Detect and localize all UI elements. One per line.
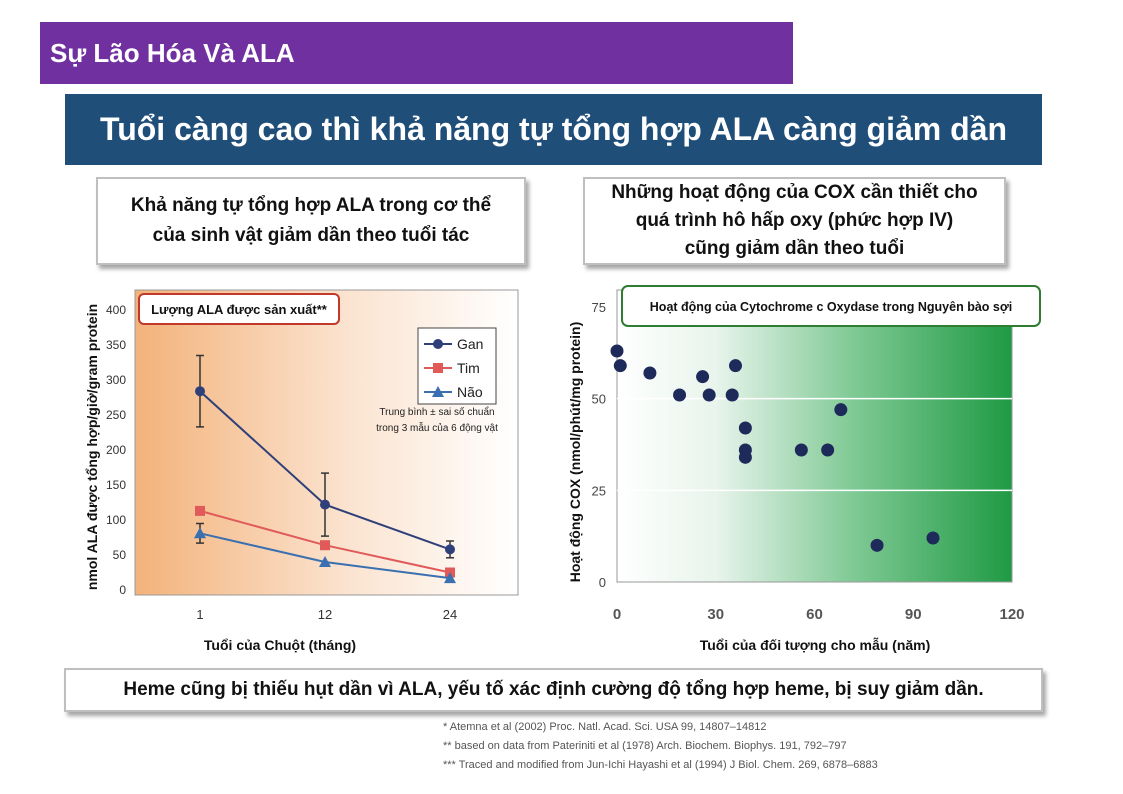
data-point-Gan — [195, 386, 205, 397]
y-tick-label: 150 — [106, 478, 126, 492]
scatter-point — [702, 388, 716, 402]
y-tick-label: 100 — [106, 513, 126, 527]
y-tick-label: 250 — [106, 408, 126, 422]
banner-title: Tuổi càng cao thì khả năng tự tổng hợp A… — [100, 111, 1007, 147]
scatter-point — [696, 370, 710, 384]
x-tick-label: 30 — [707, 606, 724, 623]
x-tick-label: 60 — [806, 606, 823, 623]
left-caption-box: Khả năng tự tổng hợp ALA trong cơ thể củ… — [96, 177, 526, 265]
data-point-Não — [444, 572, 456, 584]
y-tick-label: 300 — [106, 373, 126, 387]
reference-3: *** Traced and modified from Jun-Ichi Ha… — [443, 759, 878, 771]
legend-label: Tim — [457, 360, 480, 376]
y-axis-label: nmol ALA được tổng hợp/giờ/gram protein — [84, 304, 100, 590]
x-tick-label: 12 — [318, 607, 332, 622]
chart-title: Hoạt động của Cytochrome c Oxydase trong… — [650, 300, 1012, 314]
right-caption: Những hoạt động của COX cần thiết cho qu… — [611, 182, 978, 259]
chart-title: Lượng ALA được sản xuất** — [151, 302, 328, 317]
plot-area — [616, 289, 1013, 583]
scatter-point — [926, 531, 940, 545]
annotation-line: trong 3 mẫu của 6 động vật — [376, 421, 498, 434]
section-title-bar: Sự Lão Hóa Và ALA — [40, 22, 793, 84]
y-tick-label: 400 — [106, 303, 126, 317]
references: * Atemna et al (2002) Proc. Natl. Acad. … — [443, 718, 878, 775]
y-axis-label: Hoạt động COX (nmol/phút/mg protein) — [567, 322, 583, 583]
annotation: Trung bình ± sai số chuẩn trong 3 mẫu của… — [376, 406, 498, 434]
reference-2: ** based on data from Pateriniti et al (… — [443, 740, 847, 752]
legend-label: Não — [457, 384, 483, 400]
data-point-Tim — [320, 540, 330, 551]
y-tick-label: 50 — [592, 392, 606, 407]
chart-title-box — [621, 285, 1041, 327]
x-tick-label: 90 — [905, 606, 922, 623]
legend: Gan Tim Não — [417, 327, 497, 405]
x-tick-label: 24 — [443, 607, 457, 622]
x-axis-label: Tuổi của Chuột (tháng) — [204, 637, 356, 653]
scatter-point — [725, 388, 739, 402]
legend-marker — [433, 339, 443, 349]
scatter-point — [729, 359, 742, 373]
scatter-point — [610, 344, 624, 358]
y-tick-label: 25 — [592, 483, 606, 498]
y-tick-label: 75 — [592, 300, 606, 315]
scatter-point — [834, 403, 848, 417]
scatter-point — [870, 538, 884, 552]
data-point-Não — [194, 527, 206, 539]
scatter-point — [738, 450, 752, 464]
data-point-Gan — [445, 544, 455, 555]
x-tick-label: 1 — [196, 607, 203, 622]
x-axis-label: Tuổi của đối tượng cho mẫu (năm) — [700, 637, 931, 653]
right-caption-box: Những hoạt động của COX cần thiết cho qu… — [583, 177, 1006, 265]
main-banner: Tuổi càng cao thì khả năng tự tổng hợp A… — [65, 94, 1042, 165]
left-caption: Khả năng tự tổng hợp ALA trong cơ thể củ… — [130, 195, 492, 246]
scatter-point — [613, 359, 627, 373]
annotation-line: Trung bình ± sai số chuẩn — [379, 406, 494, 418]
y-tick-label: 50 — [113, 548, 127, 562]
bottom-note: Heme cũng bị thiếu hụt dần vì ALA, yếu t… — [123, 679, 984, 700]
chart-title-box — [138, 293, 340, 325]
scatter-point — [821, 443, 835, 457]
scatter-point — [673, 388, 687, 402]
ala-line-chart: 0 50 100 150 200 250 300 350 400 1 12 24 Lượng ALA… — [84, 289, 519, 653]
data-point-Gan — [320, 499, 330, 510]
legend-marker — [432, 386, 444, 397]
scatter-point — [643, 366, 657, 380]
data-point-Não — [319, 556, 331, 567]
y-tick-label: 0 — [599, 575, 606, 590]
bottom-note-box: Heme cũng bị thiếu hụt dần vì ALA, yếu t… — [64, 668, 1043, 712]
y-tick-label: 200 — [106, 443, 126, 457]
section-title: Sự Lão Hóa Và ALA — [50, 38, 295, 68]
legend-marker — [433, 363, 443, 373]
data-point-Tim — [195, 505, 205, 516]
y-tick-label: 350 — [106, 338, 126, 352]
x-tick-label: 0 — [613, 606, 621, 623]
scatter-point — [794, 443, 808, 457]
legend-label: Gan — [457, 336, 483, 352]
cox-scatter-chart: 0 25 50 75 0 30 60 90 120 Hoạt động của Cytochr… — [567, 285, 1041, 653]
reference-1: * Atemna et al (2002) Proc. Natl. Acad. … — [443, 721, 767, 733]
y-tick-label: 0 — [119, 583, 126, 597]
scatter-point — [738, 421, 752, 435]
x-tick-label: 120 — [999, 606, 1024, 623]
